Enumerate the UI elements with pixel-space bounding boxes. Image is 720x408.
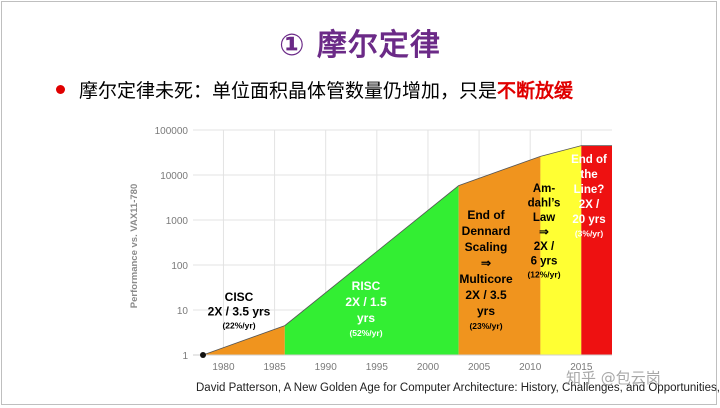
region-label-line: End of <box>571 154 607 166</box>
y-tick-label: 10 <box>177 306 189 317</box>
bullet-text: 摩尔定律未死：单位面积晶体管数量仍增加，只是 <box>79 80 498 102</box>
bullet-emphasis: 不断放缓 <box>497 80 574 102</box>
x-tick-label: 2010 <box>519 362 542 373</box>
x-tick-label: 2000 <box>417 362 440 373</box>
region-label-line: the <box>580 169 597 181</box>
start-point <box>200 352 206 358</box>
region-dennard <box>458 156 541 355</box>
chart-regions <box>202 145 612 356</box>
slide-title: ① 摩尔定律 <box>279 28 441 63</box>
x-tick-label: 1995 <box>366 362 389 373</box>
region-label-line: 2X / <box>534 241 555 253</box>
region-label-line: Scaling <box>465 240 508 254</box>
x-tick-label: 1990 <box>315 362 338 373</box>
y-tick-label: 100 <box>171 261 188 272</box>
region-label-line: RISC <box>352 279 381 293</box>
chart-axes: 100000 10000 1000 100 10 1 1980 1985 1990 1995 200… <box>155 126 612 373</box>
region-rate-label: (22%/yr) <box>222 320 255 330</box>
region-label-line: 2X / 1.5 <box>345 295 387 309</box>
region-label-line: Multicore <box>459 272 513 286</box>
region-rate-label: (12%/yr) <box>527 269 560 279</box>
bullet-point: 摩尔定律未死：单位面积晶体管数量仍增加，只是不断放缓 <box>56 76 573 104</box>
region-amdahl <box>540 145 582 355</box>
x-tick-label: 1980 <box>212 362 235 373</box>
region-label-line: yrs <box>477 304 495 318</box>
region-risc <box>284 185 459 355</box>
region-rate-label: (52%/yr) <box>349 328 382 338</box>
y-tick-label: 10000 <box>160 171 188 182</box>
performance-curve <box>202 145 612 356</box>
bullet-dot-icon <box>56 85 65 94</box>
region-label-line: ⇒ <box>539 227 549 239</box>
region-label-line: 20 yrs <box>572 214 605 226</box>
region-label-line: Line? <box>574 184 605 196</box>
region-label-line: 6 yrs <box>531 256 558 268</box>
region-rate-label: (3%/yr) <box>575 228 604 238</box>
x-tick-label: 2005 <box>468 362 491 373</box>
region-label-line: 2X / 3.5 yrs <box>208 305 271 319</box>
region-label-line: Dennard <box>462 224 511 238</box>
region-label-line: ⇒ <box>481 256 491 270</box>
x-tick-label: 1985 <box>263 362 286 373</box>
region-end-of-line <box>581 145 612 355</box>
y-tick-label: 1 <box>182 351 188 362</box>
region-label-line: 2X / 3.5 <box>465 288 507 302</box>
watermark: 知乎 @包云岗 <box>566 369 661 387</box>
region-rate-label: (23%/yr) <box>469 321 502 331</box>
region-label-line: Law <box>533 212 555 224</box>
y-tick-label: 100000 <box>155 126 189 137</box>
region-label-line: End of <box>467 208 505 222</box>
region-label-line: 2X / <box>579 199 600 211</box>
y-axis-label: Performance vs. VAX11-780 <box>129 184 140 308</box>
region-label-line: dahl’s <box>528 198 561 210</box>
region-label-line: yrs <box>357 311 375 325</box>
x-tick-label: 2015 <box>570 362 593 373</box>
region-label-line: CISC <box>225 290 254 304</box>
source-caption: David Patterson, A New Golden Age for Co… <box>196 382 720 394</box>
y-tick-label: 1000 <box>166 216 189 227</box>
region-label-line: Am- <box>533 183 556 195</box>
